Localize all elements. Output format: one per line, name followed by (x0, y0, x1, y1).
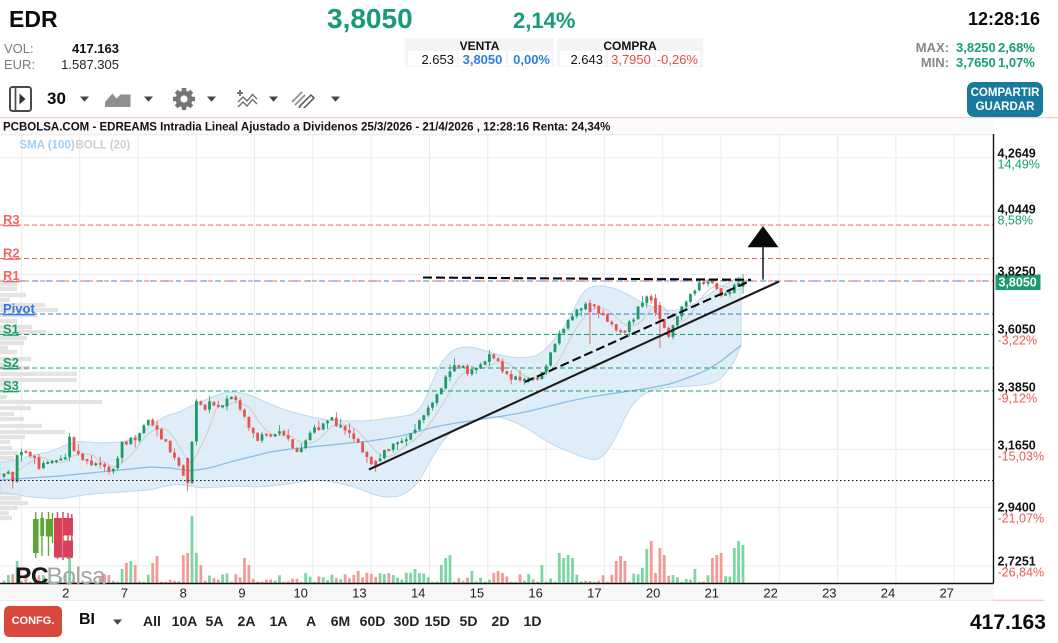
svg-text:23: 23 (822, 586, 836, 601)
svg-text:-21,07%: -21,07% (998, 512, 1045, 526)
svg-text:17: 17 (587, 586, 601, 601)
svg-text:S2: S2 (3, 355, 19, 370)
svg-text:BOLL (20): BOLL (20) (76, 140, 131, 152)
svg-text:21: 21 (705, 586, 719, 601)
svg-text:3,1650: 3,1650 (998, 439, 1036, 453)
svg-text:Bolsa: Bolsa (47, 563, 107, 590)
svg-text:R2: R2 (3, 246, 20, 261)
svg-text:Pivot: Pivot (3, 301, 35, 316)
svg-text:-26,84%: -26,84% (998, 566, 1045, 580)
svg-text:13: 13 (352, 586, 366, 601)
svg-text:27: 27 (939, 586, 953, 601)
svg-text:PC: PC (15, 563, 49, 590)
svg-text:16: 16 (528, 586, 542, 601)
svg-text:2,9400: 2,9400 (998, 501, 1036, 515)
svg-text:-15,03%: -15,03% (998, 450, 1045, 464)
svg-text:PCBOLSA.COM - EDREAMS Intradia: PCBOLSA.COM - EDREAMS Intradia Lineal Aj… (3, 122, 610, 134)
svg-text:14,49%: 14,49% (998, 158, 1040, 172)
svg-text:SMA (100): SMA (100) (20, 140, 75, 152)
svg-text:10: 10 (293, 586, 307, 601)
svg-text:24: 24 (881, 586, 895, 601)
svg-text:22: 22 (763, 586, 777, 601)
svg-text:2: 2 (62, 586, 69, 601)
svg-text:3,8250: 3,8250 (998, 265, 1036, 279)
svg-text:3,8050: 3,8050 (999, 276, 1037, 290)
svg-text:-9,12%: -9,12% (998, 392, 1038, 406)
svg-text:14: 14 (411, 586, 425, 601)
svg-text:20: 20 (646, 586, 660, 601)
svg-text:9: 9 (238, 586, 245, 601)
svg-text:15: 15 (470, 586, 484, 601)
svg-text:3,3850: 3,3850 (998, 381, 1036, 395)
svg-text:S1: S1 (3, 322, 19, 337)
svg-text:R1: R1 (3, 268, 20, 283)
svg-text:-3,22%: -3,22% (998, 334, 1038, 348)
svg-text:3,6050: 3,6050 (998, 323, 1036, 337)
svg-text:4,2649: 4,2649 (998, 147, 1036, 161)
svg-text:7: 7 (121, 586, 128, 601)
svg-text:2,7251: 2,7251 (998, 555, 1036, 569)
svg-text:S3: S3 (3, 378, 19, 393)
svg-text:R3: R3 (3, 212, 20, 227)
svg-text:8: 8 (180, 586, 187, 601)
svg-text:8,58%: 8,58% (998, 214, 1033, 228)
svg-text:4,0449: 4,0449 (998, 203, 1036, 217)
